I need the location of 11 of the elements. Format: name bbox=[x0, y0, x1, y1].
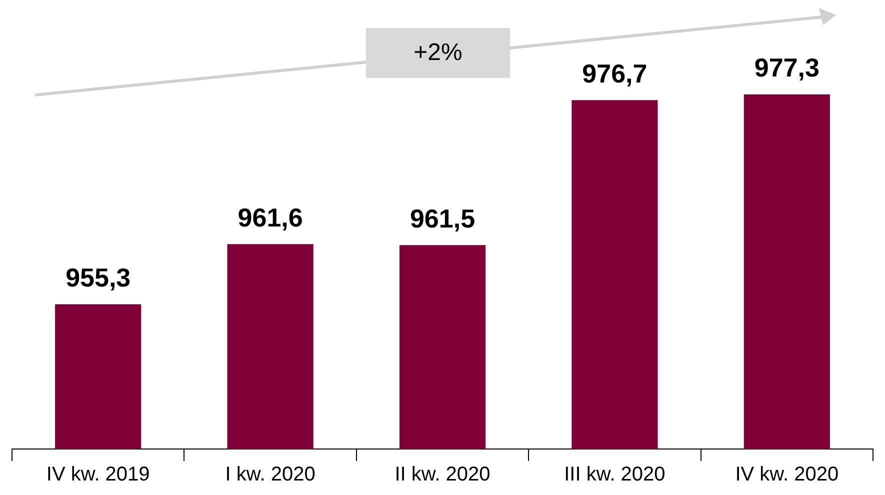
note-box: +2% bbox=[366, 28, 510, 78]
x-tick-label: IV kw. 2020 bbox=[735, 464, 839, 486]
x-tick-label: I kw. 2020 bbox=[225, 464, 316, 486]
x-tick-label: III kw. 2020 bbox=[564, 464, 666, 486]
data-label: 977,3 bbox=[754, 52, 820, 83]
data-label: 976,7 bbox=[582, 58, 648, 88]
x-tick-label: IV kw. 2019 bbox=[46, 464, 150, 486]
x-tick-label: II kw. 2020 bbox=[394, 464, 490, 486]
data-label: 955,3 bbox=[66, 262, 131, 292]
data-label: 961,5 bbox=[410, 203, 476, 234]
data-label: 961,6 bbox=[238, 202, 303, 232]
